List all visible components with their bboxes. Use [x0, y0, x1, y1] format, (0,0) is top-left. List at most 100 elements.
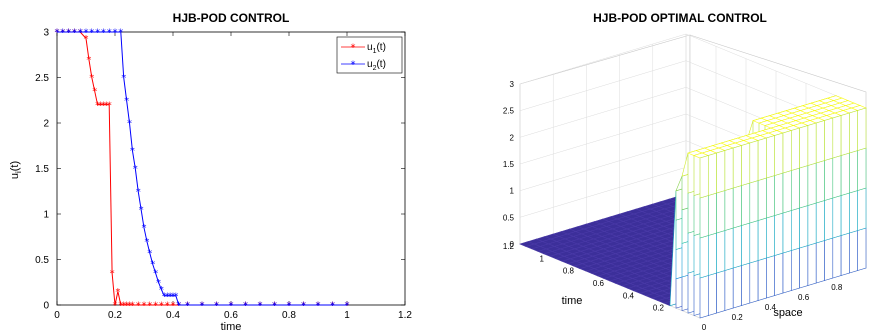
surface-cliff-cell	[707, 232, 717, 276]
y-tick-label: 0.5	[35, 255, 49, 266]
series-point-u1: *	[55, 28, 60, 39]
surface-cliff-cell	[857, 107, 867, 151]
x-tick-label: 0	[54, 310, 60, 321]
series-point-u2: *	[150, 260, 155, 271]
series-point-u2: *	[162, 291, 167, 302]
surface-cliff-cell	[757, 137, 767, 181]
series-point-u2: *	[330, 301, 335, 312]
z-tick-label: 3	[510, 80, 515, 89]
surface-cliff-cell	[716, 190, 726, 234]
x-tick-label: 0.4	[166, 310, 180, 321]
surface-cliff-cell	[699, 275, 709, 319]
surface-cliff-cell	[782, 210, 792, 254]
surface-cliff-cell	[732, 185, 742, 229]
left-y-label-main: u	[9, 173, 21, 179]
legend-label-u1: u1(t)	[367, 42, 386, 55]
surface-cliff-cell	[815, 240, 825, 284]
surface-cliff-cell	[707, 272, 717, 316]
left-x-ticks: 0 0.2 0.4 0.6 0.8 1 1.2	[54, 32, 412, 321]
surface-cliff-cell	[699, 195, 709, 239]
space-axis-label: space	[773, 307, 802, 319]
left-series-group: * * * * ****************** * * * * * * * * * * * * * * * * * *…	[55, 28, 350, 312]
series-point-u1: *	[115, 287, 120, 298]
surface-cliff-cell	[699, 155, 709, 199]
z-tick-label: 2	[510, 133, 515, 142]
series-point-u1: *	[89, 73, 94, 84]
series-point-u2: *	[124, 96, 129, 107]
time-tick-label: 0.6	[593, 279, 605, 288]
series-point-u1: *	[72, 28, 77, 39]
legend-u2-sub: 2	[373, 65, 377, 72]
series-point-u1: *	[78, 28, 83, 39]
series-point-u2: *	[258, 301, 263, 312]
surface-cliff-cell	[832, 195, 842, 239]
surface-cliff-cell	[749, 180, 759, 224]
surface-cliff-cell	[724, 147, 734, 191]
legend-marker-u1: *	[351, 43, 356, 54]
series-point-u1: *	[95, 100, 100, 111]
series-point-u1: *	[136, 301, 141, 312]
surface-cliff-cell	[824, 157, 834, 201]
surface-cliff-cell	[840, 152, 850, 196]
surface-chart: HJB-POD OPTIMAL CONTROL 0 0.2 0.4 0.6 0.8 0.2…	[503, 11, 867, 332]
series-point-u2: *	[301, 301, 306, 312]
surface-cliff-cell	[799, 125, 809, 169]
ticks-3d: 00.20.40.60.80.20.40.60.811.200.511.522.…	[503, 80, 843, 332]
series-point-u2: *	[200, 301, 205, 312]
surface-cliff-cell	[790, 247, 800, 291]
series-point-u2: *	[185, 301, 190, 312]
surface-cliff-cell	[799, 205, 809, 249]
series-point-u1: *	[66, 28, 71, 39]
series-point-u1: *	[171, 301, 176, 312]
series-point-u1: *	[107, 100, 112, 111]
surface-cliff-cell	[807, 122, 817, 166]
x-tick-label: 0.8	[282, 310, 296, 321]
surface-cliff-cell	[840, 192, 850, 236]
series-point-u2: *	[78, 28, 83, 39]
series-point-u2: *	[142, 223, 147, 234]
time-tick-label: 1.2	[503, 242, 515, 251]
series-point-u2: *	[118, 28, 123, 39]
left-chart-title: HJB-POD CONTROL	[173, 11, 290, 25]
series-point-u1: *	[345, 301, 350, 312]
z-tick-label: 2.5	[503, 107, 515, 116]
surface-cliff-cell	[724, 267, 734, 311]
series-point-u1: *	[176, 301, 181, 312]
surface-cliff-cell	[732, 225, 742, 269]
x-tick-label: 0.2	[108, 310, 122, 321]
series-point-u1: *	[330, 301, 335, 312]
space-tick-label: 0.8	[831, 283, 843, 292]
surface-cliff-cell	[782, 250, 792, 294]
surface-cliff-cell	[766, 255, 776, 299]
surface-cliff-cell	[857, 187, 867, 231]
y-tick-label: 2.5	[35, 73, 49, 84]
space-tick-label: 0.2	[732, 313, 744, 322]
space-tick-label: 0.6	[798, 293, 810, 302]
surface-cliff-cell	[716, 230, 726, 274]
surface-cliff-cell	[774, 212, 784, 256]
surface-cliff-cell	[790, 127, 800, 171]
series-point-u1: *	[121, 301, 126, 312]
series-point-u2: *	[136, 187, 141, 198]
series-point-u2: *	[173, 291, 178, 302]
surface-cliff-cell	[749, 260, 759, 304]
series-point-u2: *	[121, 73, 126, 84]
series-point-u2: *	[287, 301, 292, 312]
legend-u1-suffix: (t)	[376, 42, 385, 53]
series-point-u1: *	[316, 301, 321, 312]
series-point-u1: *	[124, 301, 129, 312]
surface-cliff-cell	[782, 170, 792, 214]
left-y-label-sub: i	[14, 171, 23, 173]
series-point-u2: *	[229, 301, 234, 312]
series-point-u2: *	[84, 28, 89, 39]
x-tick-label: 1	[344, 310, 350, 321]
surface-cliff-cell	[790, 167, 800, 211]
surface-cliff-cell	[707, 192, 717, 236]
surface-cliff-cell	[807, 242, 817, 286]
surface-cliff-cell	[707, 152, 717, 196]
y-tick-label: 1	[43, 210, 49, 221]
series-point-u2: *	[107, 28, 112, 39]
surface-cliff-cell	[774, 172, 784, 216]
surface-cliff-cell	[840, 232, 850, 276]
